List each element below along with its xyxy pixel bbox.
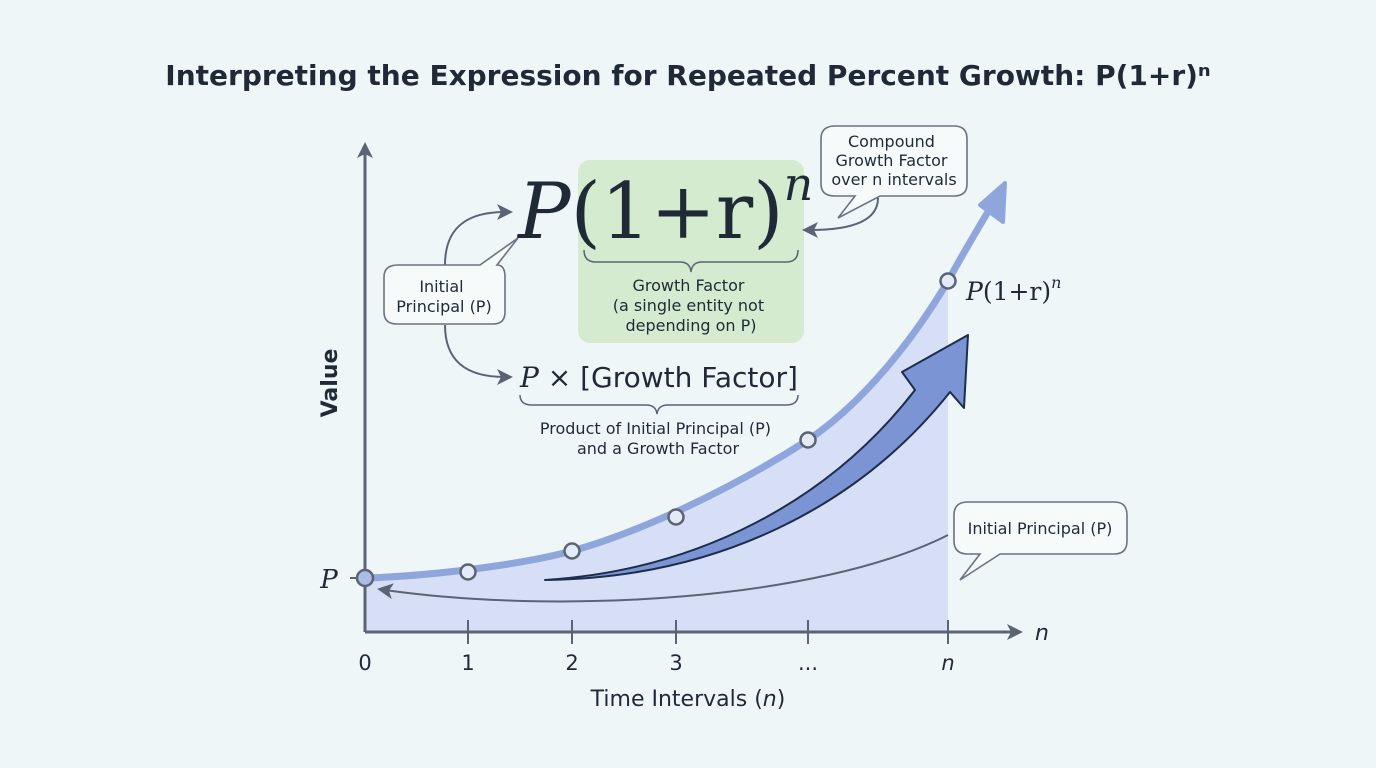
growth-factor-label: Growth Factor (632, 276, 744, 295)
main-formula: P(1+r)n (516, 157, 813, 257)
point-2 (563, 542, 581, 560)
product-expression: P × [Growth Factor] (519, 361, 798, 394)
arrow-to-formula-p (444, 204, 513, 266)
big-growth-arrow (544, 334, 969, 581)
x-tick-label-1: 1 (461, 651, 474, 675)
svg-text:Product of Initial Principal (: Product of Initial Principal (P) and a G… (540, 419, 776, 458)
bubble-initial-principal-bottom: Initial Principal (P) (953, 501, 1128, 581)
x-ticks (467, 620, 949, 644)
area-under-curve (365, 281, 948, 632)
point-n (939, 272, 957, 290)
growth-factor-desc-1: (a single entity not (613, 296, 764, 315)
x-arrow-label: n (1035, 621, 1049, 646)
svg-text:Initial Principal (P): Initial Principal (P) (968, 519, 1113, 538)
bubble-compound-growth: Compound Growth Factor over n intervals (820, 125, 968, 219)
curve-end-label: P(1+r)n (965, 273, 1061, 306)
x-tick-label-ellipsis: ... (798, 651, 818, 675)
point-1 (459, 563, 477, 581)
svg-text:Compound Growth Factor: Compound Growth Factor over n intervals (831, 132, 956, 189)
arrow-from-compound (802, 197, 879, 238)
return-arrow (377, 534, 949, 603)
point-4 (799, 431, 817, 449)
x-tick-label-2: 2 (565, 651, 578, 675)
point-0 (355, 568, 375, 588)
y-axis-label: Value (318, 349, 343, 418)
growth-curve-arrowhead (978, 181, 1007, 224)
diagram-title: Interpreting the Expression for Repeated… (165, 59, 1210, 92)
growth-factor-box (578, 160, 804, 343)
x-tick-label-3: 3 (669, 651, 682, 675)
product-caption-1: Product of Initial Principal (P) (540, 419, 771, 438)
bubble-initial-principal-top: Initial Principal (P) (383, 237, 519, 325)
product-brace (519, 394, 799, 415)
curve-points (355, 272, 957, 588)
x-tick-label-0: 0 (358, 651, 371, 675)
x-tick-label-n: n (941, 651, 954, 675)
product-caption-2: and a Growth Factor (577, 439, 739, 458)
x-axis-label: Time Intervals (n) (590, 687, 786, 712)
svg-text:Initial Principal (P): Initial Principal (P) (396, 277, 491, 316)
y-tick-label-p: P (319, 565, 338, 595)
growth-factor-desc-2: depending on P) (625, 316, 756, 335)
arrow-to-product-p (444, 324, 513, 385)
svg-text:Growth Factor (a single en: Growth Factor (a single entity not depen… (613, 276, 769, 335)
point-3 (667, 508, 685, 526)
growth-factor-brace (583, 249, 799, 273)
